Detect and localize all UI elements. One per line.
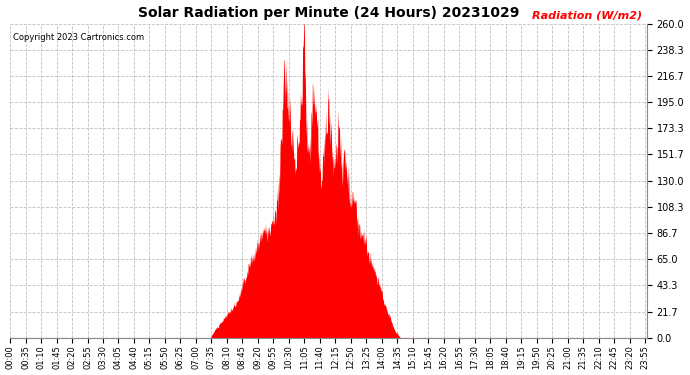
Text: Copyright 2023 Cartronics.com: Copyright 2023 Cartronics.com [13, 33, 144, 42]
Title: Solar Radiation per Minute (24 Hours) 20231029: Solar Radiation per Minute (24 Hours) 20… [138, 6, 519, 20]
Text: Radiation (W/m2): Radiation (W/m2) [532, 10, 642, 20]
